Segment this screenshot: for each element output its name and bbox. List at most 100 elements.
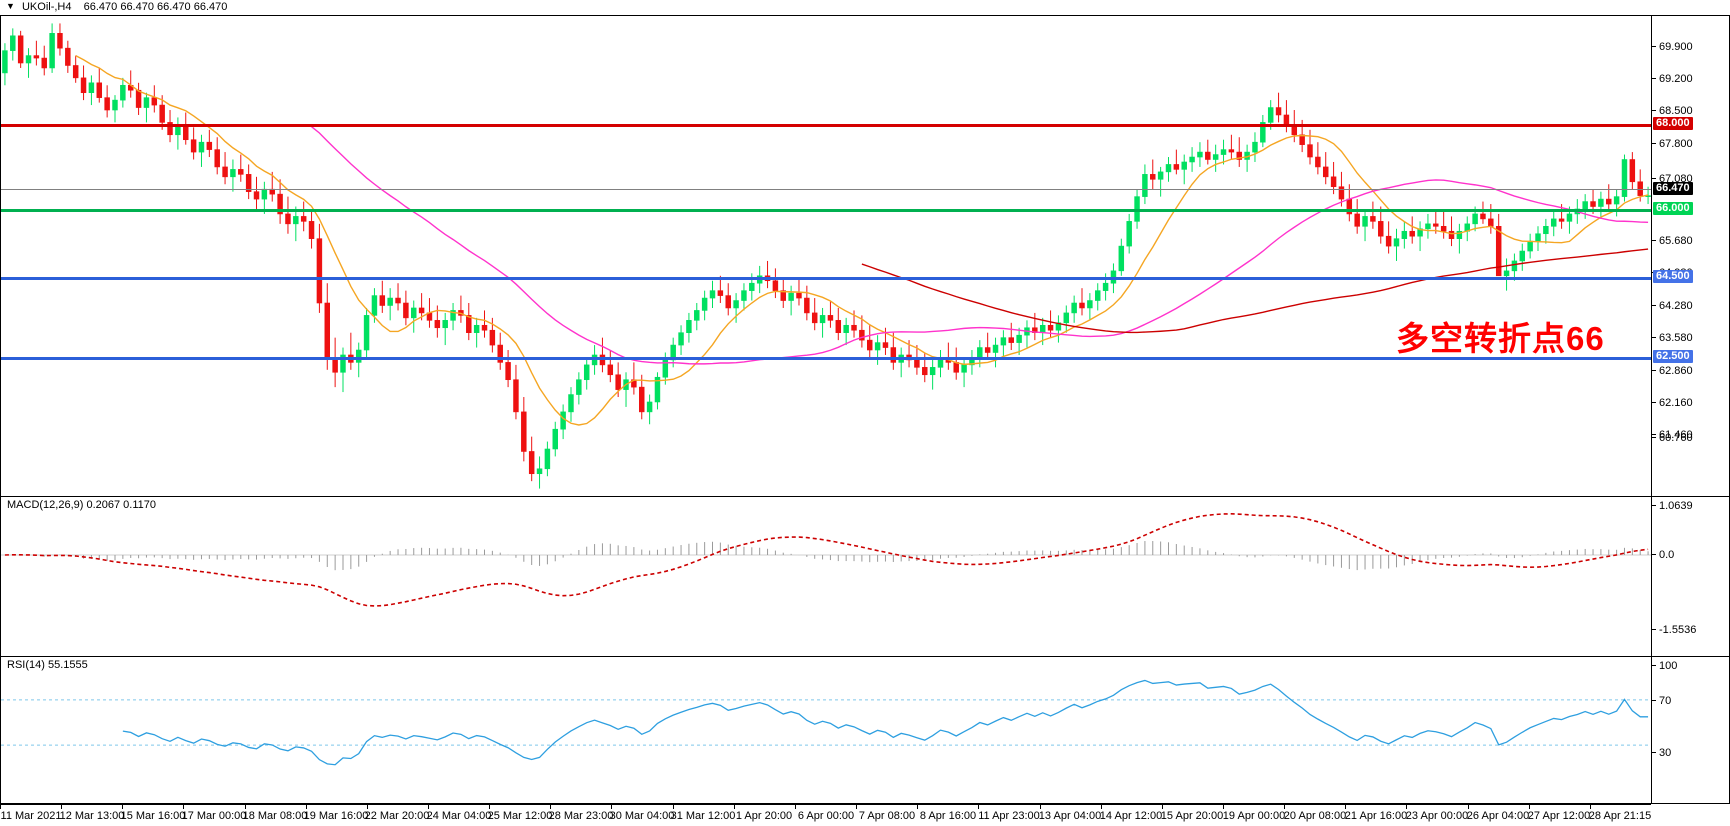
rsi-axis: 100 70 30: [1651, 657, 1729, 803]
price-tick: 60.760: [1652, 432, 1693, 444]
price-level-badge-current-price[interactable]: 66.470: [1653, 182, 1693, 195]
price-level-badge-resistance-68[interactable]: 68.000: [1653, 117, 1693, 130]
price-chart-panel[interactable]: 多空转折点66 69.900 69.200 68.500 67.800 67.080 65…: [0, 15, 1730, 497]
time-axis-label: 7 Apr 08:00: [858, 810, 916, 822]
time-axis-label: 19 Mar 16:00: [303, 810, 369, 822]
time-axis-separator: [1590, 804, 1591, 809]
time-axis-separator: [1223, 804, 1224, 809]
time-axis-label: 28 Apr 21:15: [1588, 810, 1652, 822]
time-axis-label: 28 Mar 23:00: [548, 810, 614, 822]
caret-down-icon[interactable]: ▼: [6, 1, 15, 11]
chart-titlebar: ▼ UKOil-,H4 66.470 66.470 66.470 66.470: [0, 0, 1730, 15]
rsi-panel-label: RSI(14) 55.1555: [7, 659, 88, 671]
time-axis-label: 8 Apr 16:00: [919, 810, 977, 822]
rsi-tick: 30: [1652, 747, 1671, 759]
rsi-tick: 100: [1652, 660, 1677, 672]
time-axis-label: 15 Mar 16:00: [120, 810, 186, 822]
price-tick: 65.680: [1652, 235, 1693, 247]
time-axis-label: 11 Apr 23:00: [978, 810, 1040, 822]
chart-symbol-label: UKOil-,H4: [21, 1, 72, 13]
price-tick: 64.280: [1652, 300, 1693, 312]
time-axis-separator: [428, 804, 429, 809]
time-axis-separator: [489, 804, 490, 809]
time-axis-separator: [1529, 804, 1530, 809]
time-axis-separator: [550, 804, 551, 809]
time-axis-separator: [1101, 804, 1102, 809]
price-tick: 62.160: [1652, 397, 1693, 409]
time-axis[interactable]: 11 Mar 2021 12 Mar 13:00 15 Mar 16:00 17 Ma…: [0, 804, 1730, 826]
time-axis-separator: [0, 804, 1, 809]
time-axis-rule: [0, 804, 1651, 805]
macd-plot-area[interactable]: [1, 497, 1652, 656]
price-tick: 61.460: [1652, 429, 1693, 441]
time-axis-label: 23 Apr 00:00: [1405, 810, 1469, 822]
time-axis-label: 19 Apr 00:00: [1222, 810, 1286, 822]
level-line-support-62-5[interactable]: [1, 357, 1652, 360]
time-axis-separator: [1468, 804, 1469, 809]
time-axis-separator: [1162, 804, 1163, 809]
level-line-current-price[interactable]: [1, 189, 1652, 190]
time-axis-separator: [673, 804, 674, 809]
level-line-support-66[interactable]: [1, 209, 1652, 212]
price-level-badge-support-62-5[interactable]: 62.500: [1653, 350, 1693, 363]
chart-ohlc-values: 66.470 66.470 66.470 66.470: [83, 1, 228, 13]
time-axis-label: 20 Apr 08:00: [1283, 810, 1347, 822]
time-axis-label: 18 Mar 08:00: [242, 810, 308, 822]
rsi-series: [1, 679, 1652, 766]
time-axis-label: 11 Mar 2021: [0, 810, 62, 822]
candlestick-series: [2, 23, 1651, 489]
price-level-badge-support-64-5[interactable]: 64.500: [1653, 270, 1693, 283]
level-line-resistance-68[interactable]: [1, 124, 1652, 127]
time-axis-label: 13 Apr 04:00: [1038, 810, 1102, 822]
time-axis-label: 17 Mar 00:00: [181, 810, 247, 822]
macd-axis: 1.0639 0.0 -1.5536: [1651, 497, 1729, 656]
time-axis-separator: [183, 804, 184, 809]
time-axis-separator: [611, 804, 612, 809]
time-axis-separator: [61, 804, 62, 809]
time-axis-separator: [1345, 804, 1346, 809]
time-axis-label: 14 Apr 12:00: [1099, 810, 1163, 822]
time-axis-label: 25 Mar 12:00: [487, 810, 553, 822]
time-axis-separator: [734, 804, 735, 809]
rsi-tick: 70: [1652, 695, 1671, 707]
price-plot-area[interactable]: 多空转折点66: [1, 16, 1652, 496]
chart-annotation-text: 多空转折点66: [1396, 320, 1605, 357]
macd-tick: -1.5536: [1652, 624, 1696, 636]
price-tick: 62.860: [1652, 365, 1693, 377]
time-axis-label: 15 Apr 20:00: [1160, 810, 1224, 822]
time-axis-separator: [978, 804, 979, 809]
level-line-support-64-5[interactable]: [1, 277, 1652, 280]
time-axis-separator: [122, 804, 123, 809]
time-axis-label: 1 Apr 20:00: [735, 810, 793, 822]
price-tick: 68.500: [1652, 105, 1693, 117]
time-axis-label: 30 Mar 04:00: [609, 810, 675, 822]
price-level-badge-support-66[interactable]: 66.000: [1653, 202, 1693, 215]
rsi-plot-area[interactable]: [1, 657, 1652, 803]
time-axis-label: 31 Mar 12:00: [670, 810, 736, 822]
time-axis-label: 24 Mar 04:00: [426, 810, 492, 822]
time-axis-separator: [245, 804, 246, 809]
price-tick: 63.580: [1652, 332, 1693, 344]
macd-panel-label: MACD(12,26,9) 0.2067 0.1170: [7, 499, 156, 511]
time-axis-label: 21 Apr 16:00: [1344, 810, 1408, 822]
time-axis-label: 26 Apr 04:00: [1466, 810, 1530, 822]
time-axis-separator: [917, 804, 918, 809]
time-axis-separator: [1040, 804, 1041, 809]
time-axis-separator: [367, 804, 368, 809]
rsi-chart-panel[interactable]: RSI(14) 55.1555 100 70 30: [0, 656, 1730, 804]
macd-tick: 1.0639: [1652, 500, 1693, 512]
macd-series: [1, 513, 1652, 607]
time-axis-separator: [1406, 804, 1407, 809]
time-axis-label: 27 Apr 12:00: [1527, 810, 1591, 822]
time-axis-separator: [306, 804, 307, 809]
time-axis-separator: [795, 804, 796, 809]
time-axis-label: 22 Mar 20:00: [364, 810, 430, 822]
time-axis-label: 6 Apr 00:00: [797, 810, 855, 822]
time-axis-separator: [1284, 804, 1285, 809]
price-axis[interactable]: 69.90069.20068.50067.80067.08065.68064.9…: [1651, 16, 1729, 496]
time-axis-label: 12 Mar 13:00: [59, 810, 125, 822]
macd-tick: 0.0: [1652, 549, 1674, 561]
macd-chart-panel[interactable]: MACD(12,26,9) 0.2067 0.1170 1.0639 0.0 -1.…: [0, 496, 1730, 657]
price-tick: 67.800: [1652, 138, 1693, 150]
